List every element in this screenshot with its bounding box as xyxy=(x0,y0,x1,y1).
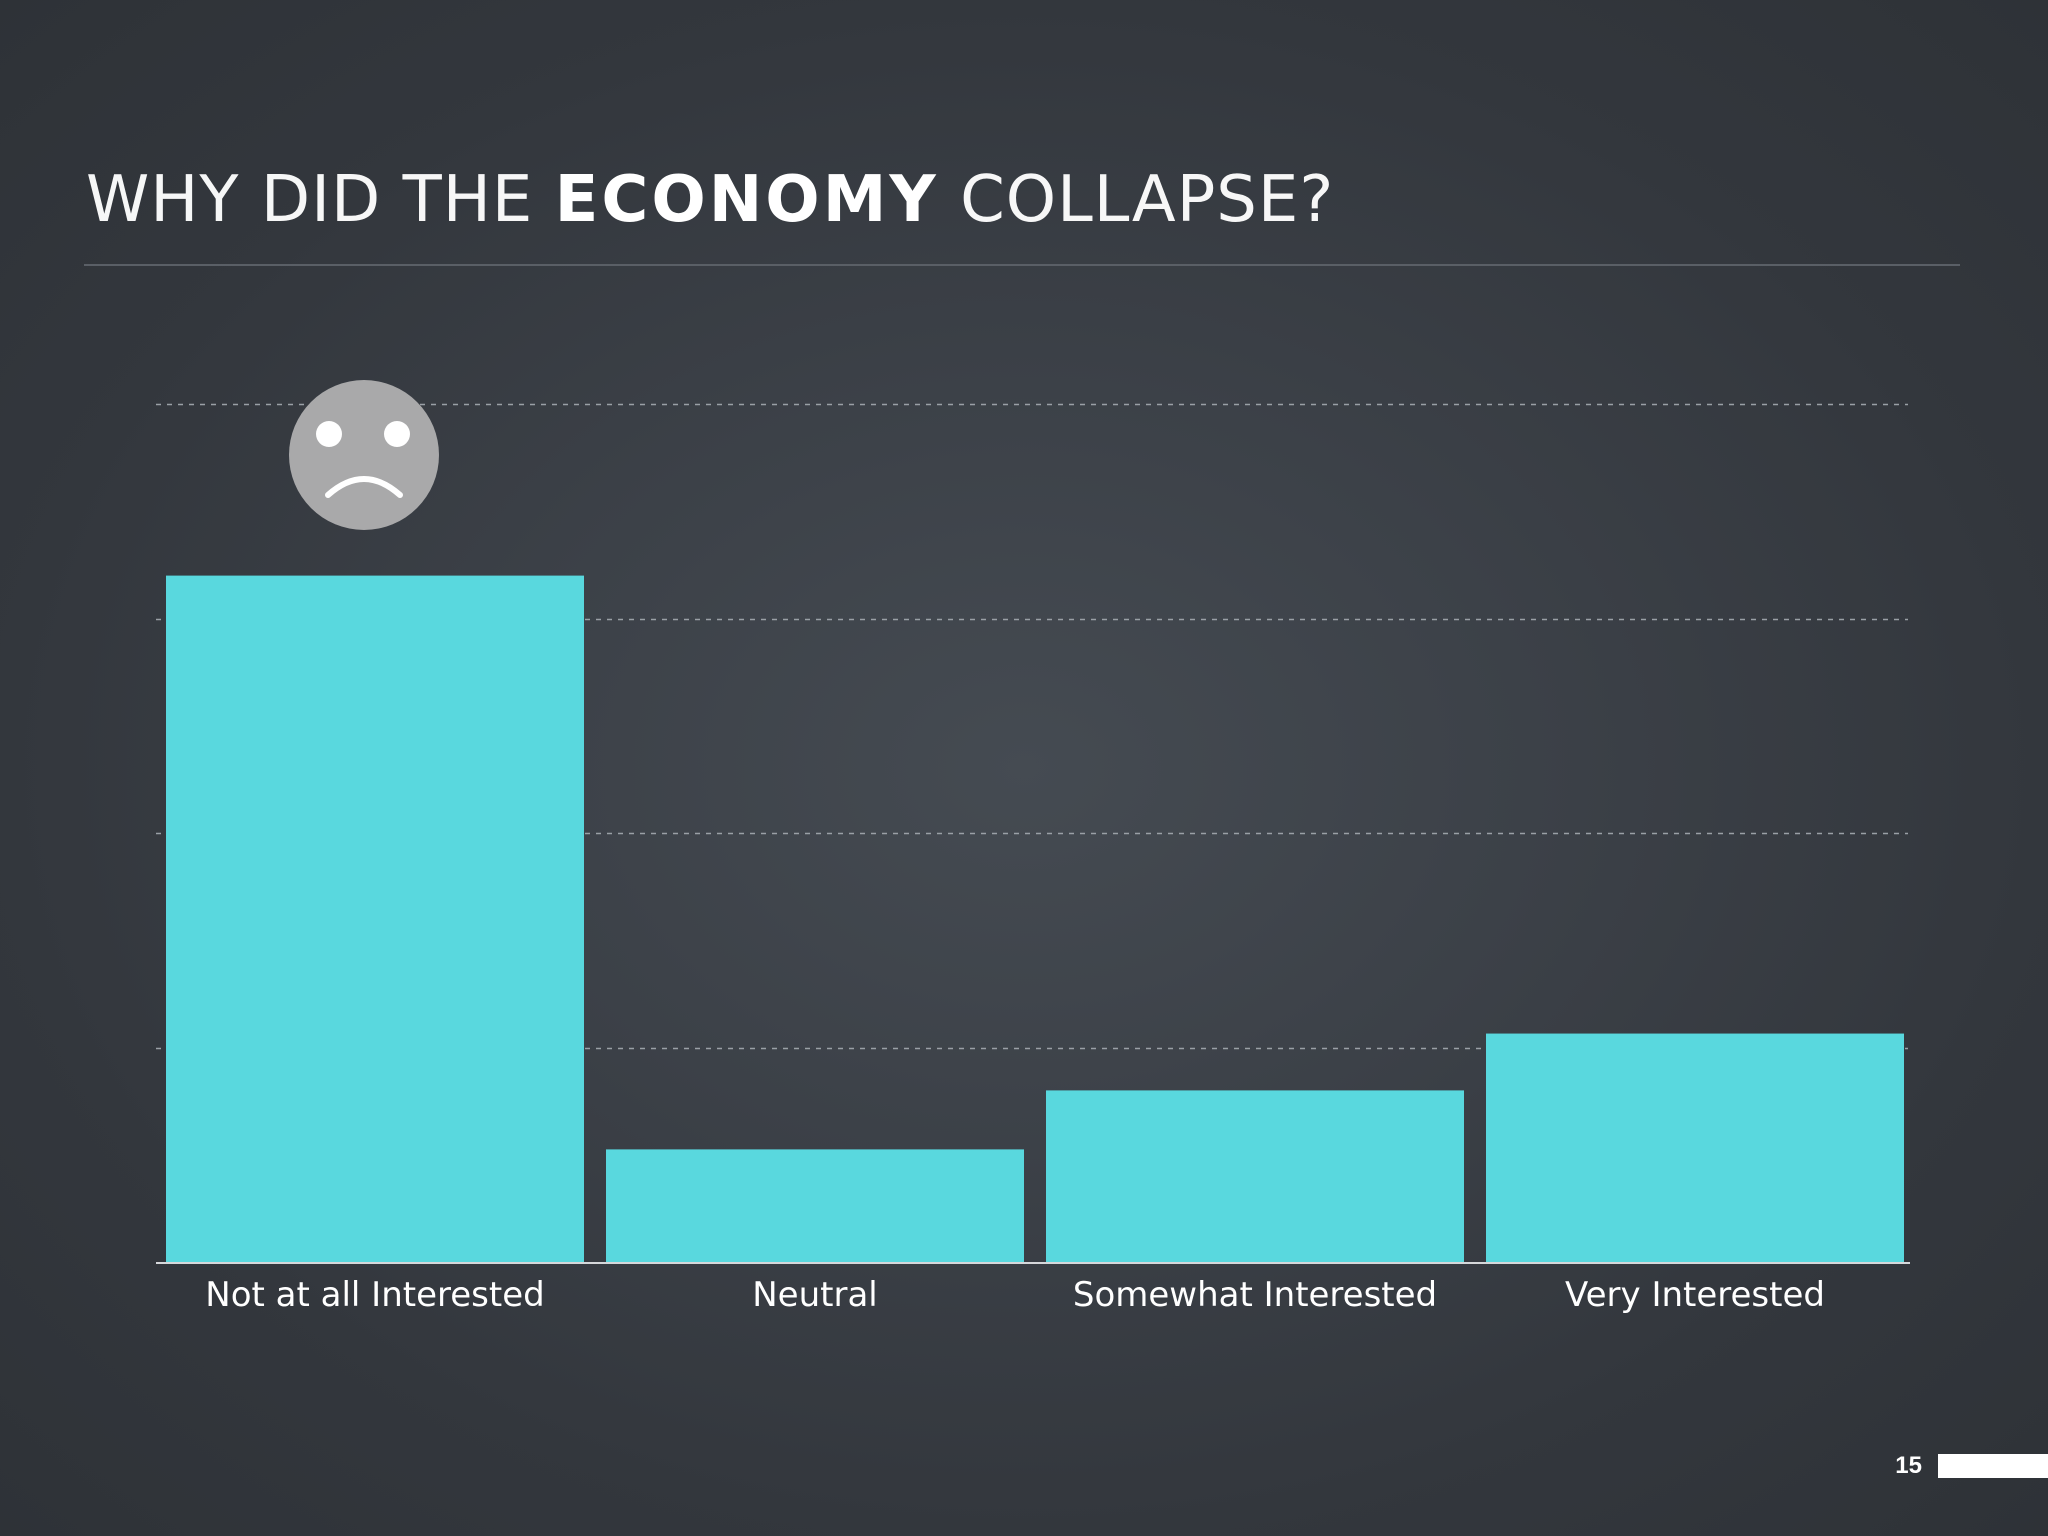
title-divider xyxy=(84,264,1960,266)
sad-face-circle xyxy=(289,380,439,530)
bar-neutral xyxy=(606,1149,1024,1262)
page-tab-bar xyxy=(1938,1454,2048,1478)
sad-face-eye xyxy=(384,421,410,447)
bars xyxy=(166,575,1904,1262)
category-label: Somewhat Interested xyxy=(1073,1275,1437,1315)
category-label: Very Interested xyxy=(1565,1275,1825,1315)
category-label: Not at all Interested xyxy=(205,1275,544,1315)
bar-somewhat-interested xyxy=(1046,1090,1464,1262)
title-part-1: WHY DID THE xyxy=(86,163,555,237)
category-labels: Not at all Interested Neutral Somewhat Int… xyxy=(205,1275,1825,1315)
bar-very-interested xyxy=(1486,1033,1904,1262)
title-part-3: COLLAPSE? xyxy=(938,163,1335,237)
category-label: Neutral xyxy=(752,1275,878,1315)
sad-face-mouth xyxy=(325,476,403,498)
sad-face-icon xyxy=(289,380,439,530)
title-emphasis: ECONOMY xyxy=(554,163,939,237)
slide-title: WHY DID THE ECONOMY COLLAPSE? xyxy=(86,160,1334,240)
sad-face-eye xyxy=(316,421,342,447)
page-number: 15 xyxy=(1895,1452,1922,1479)
bar-not-at-all-interested xyxy=(166,575,584,1262)
